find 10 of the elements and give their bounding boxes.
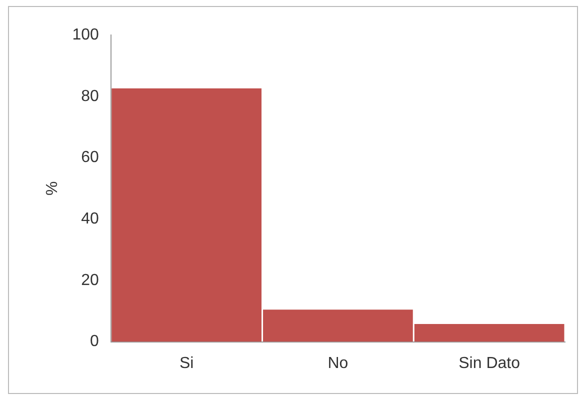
y-tick-label: 20 [81, 272, 99, 289]
y-tick-label: 40 [81, 210, 99, 228]
y-tick-label: 80 [81, 88, 99, 105]
y-axis-title: % [44, 181, 62, 196]
x-tick-label: No [328, 354, 348, 372]
x-tick-label: Sin Dato [458, 354, 520, 372]
y-tick-label: 0 [90, 333, 99, 350]
y-tick-label: 60 [81, 149, 99, 166]
y-tick-label: 100 [72, 26, 99, 44]
x-tick-label: Si [179, 354, 194, 372]
